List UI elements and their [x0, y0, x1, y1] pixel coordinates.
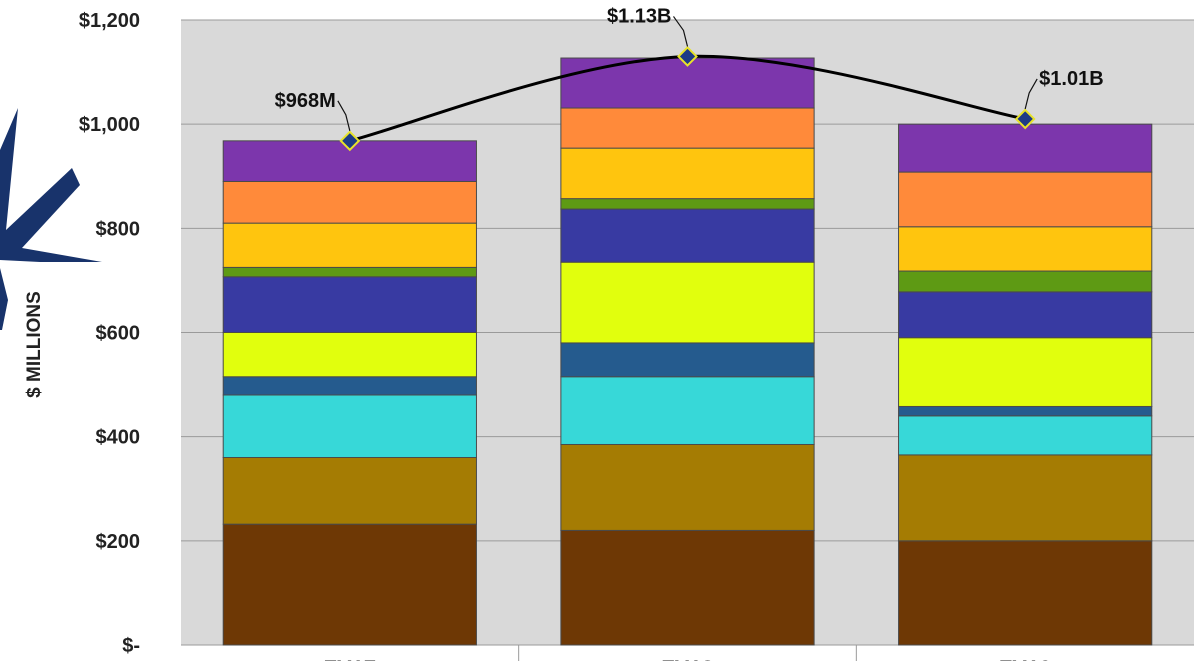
bar-segment — [222, 457, 477, 525]
bar-segment — [560, 147, 815, 200]
totals-line: $968M $1.13B $1.01B — [275, 5, 1104, 152]
bar-segment — [222, 376, 477, 396]
bar-segment — [898, 405, 1153, 417]
bar-segment — [898, 226, 1153, 272]
x-tick-label: FY17 — [324, 656, 377, 661]
x-axis-ticks: FY17 FY18 FY19 — [324, 656, 1052, 661]
bar-segment — [898, 270, 1153, 293]
bar-segment — [560, 342, 815, 378]
bar-segment — [898, 123, 1153, 173]
bar-segment — [222, 222, 477, 268]
bar-segment — [222, 276, 477, 334]
bar-segment — [222, 394, 477, 458]
bar-segment — [560, 198, 815, 210]
bar-segment — [898, 540, 1153, 646]
y-axis-label: $ MILLIONS — [24, 291, 45, 398]
total-leader — [337, 100, 351, 131]
total-marker — [1014, 108, 1036, 130]
bar-segment — [560, 443, 815, 531]
y-tick-label: $600 — [96, 323, 141, 345]
bar-segment — [898, 291, 1153, 339]
bar-segment — [560, 261, 815, 344]
bar-segment — [898, 454, 1153, 542]
total-label: $1.13B — [607, 5, 672, 27]
total-leader — [673, 16, 689, 47]
total-marker — [677, 46, 698, 67]
x-tick-label: FY18 — [661, 656, 714, 661]
bar-segment — [560, 529, 815, 646]
star-logo-fragment — [0, 108, 102, 330]
y-tick-label: $400 — [96, 427, 141, 449]
bar-segment — [898, 171, 1153, 228]
bar-segment — [560, 107, 815, 149]
bar-segment — [222, 180, 477, 224]
y-tick-label: $800 — [96, 218, 141, 240]
bar-segment — [898, 337, 1153, 407]
bar-segment — [560, 376, 815, 445]
y-tick-label: $- — [122, 635, 140, 657]
bar-segment — [898, 415, 1153, 456]
y-tick-label: $1,000 — [79, 114, 140, 136]
x-tick-label: FY19 — [999, 656, 1052, 661]
y-axis-ticks: $- $200 $400 $600 $800 $1,000 $1,200 — [79, 10, 140, 657]
bar-segment — [222, 266, 477, 278]
total-label: $968M — [275, 90, 336, 112]
y-tick-label: $200 — [96, 531, 141, 553]
bars — [222, 57, 1153, 646]
bar-segment — [222, 332, 477, 378]
total-label: $1.01B — [1039, 68, 1104, 90]
bar-segment — [222, 523, 477, 646]
bar-segment — [560, 208, 815, 263]
y-tick-label: $1,200 — [79, 10, 140, 32]
total-leader — [1024, 78, 1038, 110]
total-marker — [339, 130, 361, 152]
